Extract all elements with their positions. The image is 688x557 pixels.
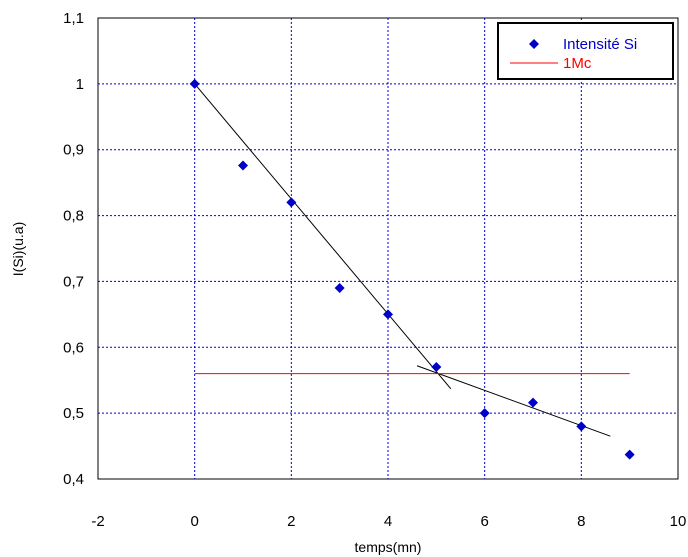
tick-labels: -2 0 2 4 6 8 10 0,4 0,5 0,6 0,7 0,8 0,9 1 1,1 bbox=[63, 10, 686, 530]
y-tick-label: 1,1 bbox=[63, 10, 84, 27]
data-point bbox=[624, 449, 635, 460]
x-axis-label: temps(mn) bbox=[355, 539, 422, 555]
y-tick-label: 0,8 bbox=[63, 208, 84, 225]
legend-marker-intensite-si bbox=[529, 39, 539, 49]
data-point bbox=[238, 160, 248, 171]
x-tick-label: 10 bbox=[670, 513, 687, 530]
trend-line bbox=[194, 83, 452, 390]
y-tick-label: 0,5 bbox=[63, 405, 84, 422]
y-axis-label: I(Si)(u.a) bbox=[10, 222, 26, 276]
data-point bbox=[286, 197, 297, 208]
fit-lines bbox=[194, 83, 611, 437]
y-tick-label: 1 bbox=[76, 76, 84, 93]
data-point bbox=[334, 283, 345, 294]
data-point bbox=[479, 408, 490, 419]
series bbox=[189, 78, 635, 460]
data-point bbox=[528, 397, 538, 408]
legend-label-1mc: 1Mc bbox=[563, 55, 592, 72]
y-tick-label: 0,6 bbox=[63, 339, 84, 356]
x-tick-label: 4 bbox=[384, 513, 392, 530]
data-point bbox=[189, 78, 200, 89]
data-point bbox=[431, 362, 442, 373]
legend-label-intensite-si: Intensité Si bbox=[563, 36, 637, 53]
legend-box bbox=[497, 22, 674, 80]
x-tick-label: -2 bbox=[91, 513, 104, 530]
x-tick-label: 0 bbox=[190, 513, 198, 530]
trend-line bbox=[416, 365, 611, 437]
x-tick-label: 2 bbox=[287, 513, 295, 530]
x-tick-label: 8 bbox=[577, 513, 585, 530]
x-tick-label: 6 bbox=[480, 513, 488, 530]
data-point bbox=[576, 421, 587, 432]
data-point bbox=[383, 309, 393, 320]
y-tick-label: 0,7 bbox=[63, 273, 84, 290]
y-tick-label: 0,4 bbox=[63, 471, 84, 488]
legend: Intensité Si 1Mc bbox=[497, 22, 674, 80]
y-tick-label: 0,9 bbox=[63, 142, 84, 159]
